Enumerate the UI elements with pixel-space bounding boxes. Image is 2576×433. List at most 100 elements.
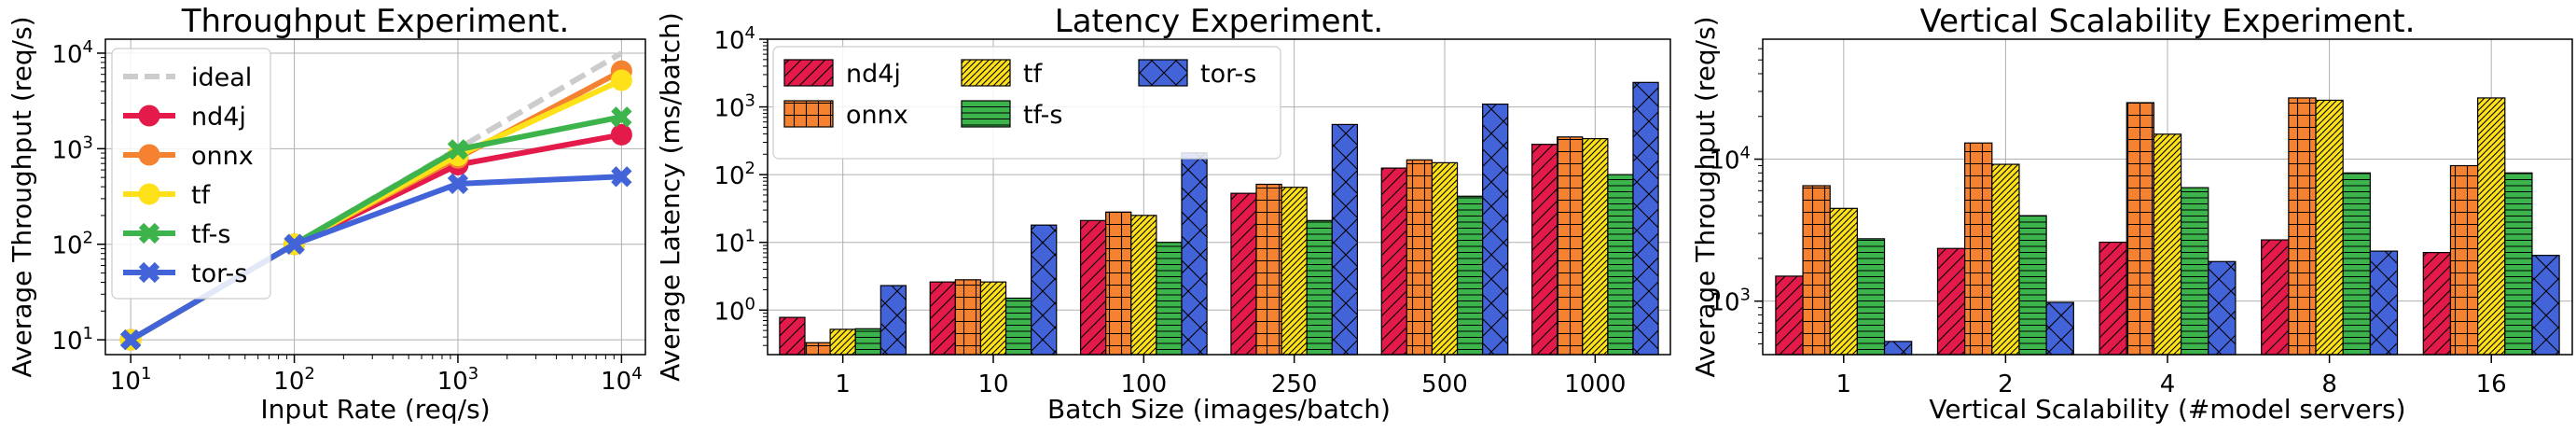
bar-hatch-tf-s — [2018, 216, 2047, 355]
data-point — [284, 233, 305, 255]
x-tick-label: 10 — [977, 370, 1008, 398]
chart-title: Latency Experiment. — [1055, 3, 1383, 40]
bar-hatch-tor-s — [2046, 302, 2074, 355]
bar-hatch-onnx — [1105, 212, 1131, 355]
y-tick-label: 103 — [51, 133, 93, 164]
chart-title: Throughput Experiment. — [181, 3, 570, 40]
bar-hatch-nd4j — [1080, 220, 1106, 355]
bar-hatch-tor-s — [1031, 225, 1057, 355]
legend: nd4j onnx tf tf-s tor-s — [772, 46, 1281, 160]
bar-hatch-onnx — [2126, 103, 2154, 355]
legend-swatch-hatch-tf — [962, 60, 1010, 86]
bar-hatch-nd4j — [1230, 193, 1257, 355]
legend-label-tf-s: tf-s — [1023, 101, 1062, 130]
legend: ideal nd4j onnx tf tf-s tor-s — [111, 48, 271, 300]
data-point — [611, 166, 632, 188]
x-tick-label: 100 — [1121, 370, 1168, 398]
bar-hatch-nd4j — [2261, 240, 2289, 355]
minor-ticks — [1758, 48, 1763, 344]
data-point — [611, 106, 632, 128]
series-onnx — [804, 136, 1584, 356]
y-tick-label: 104 — [51, 37, 93, 69]
y-axis-label: Average Throughput (req/s) — [7, 16, 37, 377]
y-tick-label: 102 — [51, 229, 93, 260]
bar-hatch-onnx — [2288, 97, 2317, 355]
legend-label-tor-s: tor-s — [1200, 60, 1256, 89]
tick-exponent: 2 — [83, 229, 93, 248]
bar-hatch-tf-s — [1607, 175, 1633, 355]
tick-exponent: 3 — [83, 133, 93, 152]
tick-exponent: 1 — [83, 324, 93, 343]
bar-hatch-tf — [2477, 97, 2505, 355]
y-tick-label: 101 — [713, 227, 755, 258]
y-tick-label: 103 — [713, 91, 755, 123]
data-point — [138, 144, 160, 166]
tick-exponent: 4 — [83, 37, 93, 57]
bar-hatch-tor-s — [1884, 341, 1912, 355]
legend-label-tf: tf — [191, 181, 212, 210]
minor-ticks — [763, 41, 768, 346]
bar-hatch-onnx — [1256, 184, 1282, 355]
bar-hatch-tf — [1432, 162, 1458, 355]
bar-hatch-onnx — [1557, 136, 1583, 355]
x-tick-label: 500 — [1421, 370, 1468, 398]
legend-swatch-hatch-onnx — [784, 101, 833, 127]
bar-hatch-nd4j — [1381, 168, 1407, 355]
data-point — [138, 183, 160, 205]
tick-exponent: 1 — [745, 227, 755, 246]
bar-hatch-tf-s — [2504, 173, 2532, 355]
plot-frame — [104, 38, 646, 356]
tick-base: 10 — [51, 232, 82, 260]
bar-hatch-tor-s — [2208, 261, 2236, 355]
legend-label-onnx: onnx — [191, 142, 254, 171]
x-tick-label: 1000 — [1564, 370, 1626, 398]
bar-hatch-nd4j — [1775, 275, 1804, 355]
data-point — [138, 222, 160, 244]
bar-hatch-tf-s — [855, 328, 881, 355]
data-point — [610, 69, 632, 91]
x-tick-label: 1 — [835, 370, 851, 398]
bar-hatch-tf — [1281, 187, 1308, 355]
bar-hatch-tf — [1582, 138, 1608, 355]
x-tick-label: 104 — [601, 364, 643, 396]
x-tick-label: 8 — [2321, 370, 2337, 398]
bar-hatch-tf-s — [2181, 188, 2209, 355]
y-axis-label: Average Latency (ms/batch) — [655, 12, 686, 382]
series-tor-s — [1883, 250, 2560, 356]
tick-base: 10 — [713, 298, 744, 326]
x-tick-label: 1 — [1836, 370, 1852, 398]
tick-base: 10 — [713, 27, 744, 55]
bar-hatch-onnx — [1803, 186, 1831, 355]
chart-title: Vertical Scalability Experiment. — [1920, 3, 2416, 40]
tick-base: 10 — [1709, 147, 1739, 175]
tick-base: 10 — [713, 162, 744, 190]
legend-label-nd4j: nd4j — [846, 60, 901, 89]
legend-label-ideal: ideal — [191, 63, 252, 92]
x-axis-label: Vertical Scalability (#model servers) — [1929, 394, 2405, 425]
series-onnx — [1802, 97, 2479, 356]
tick-base: 10 — [713, 95, 744, 123]
legend-swatch-hatch-tf-s — [962, 101, 1010, 127]
bar-hatch-onnx — [1964, 143, 1992, 355]
series-ideal — [129, 50, 623, 342]
bar-hatch-tf — [1830, 208, 1858, 355]
data-point — [120, 328, 142, 351]
series-tf — [1829, 97, 2506, 356]
bar-hatch-tf — [1130, 215, 1156, 355]
data-point — [138, 105, 160, 127]
x-tick-label: 101 — [110, 364, 152, 396]
bar-hatch-nd4j — [2099, 242, 2127, 355]
y-tick-label: 104 — [1709, 144, 1751, 175]
series-nd4j — [1775, 239, 2452, 356]
bar-hatch-onnx — [1406, 160, 1433, 355]
x-axis-label: Input Rate (req/s) — [260, 394, 490, 425]
minor-ticks — [101, 57, 615, 359]
bar-hatch-nd4j — [1531, 144, 1558, 355]
bar-hatch-tf — [830, 328, 856, 355]
bar-hatch-tf — [1991, 164, 2019, 355]
bar-hatch-tor-s — [1181, 152, 1208, 355]
bar-hatch-tf-s — [1156, 242, 1182, 355]
legend-label-tf: tf — [1023, 60, 1044, 89]
